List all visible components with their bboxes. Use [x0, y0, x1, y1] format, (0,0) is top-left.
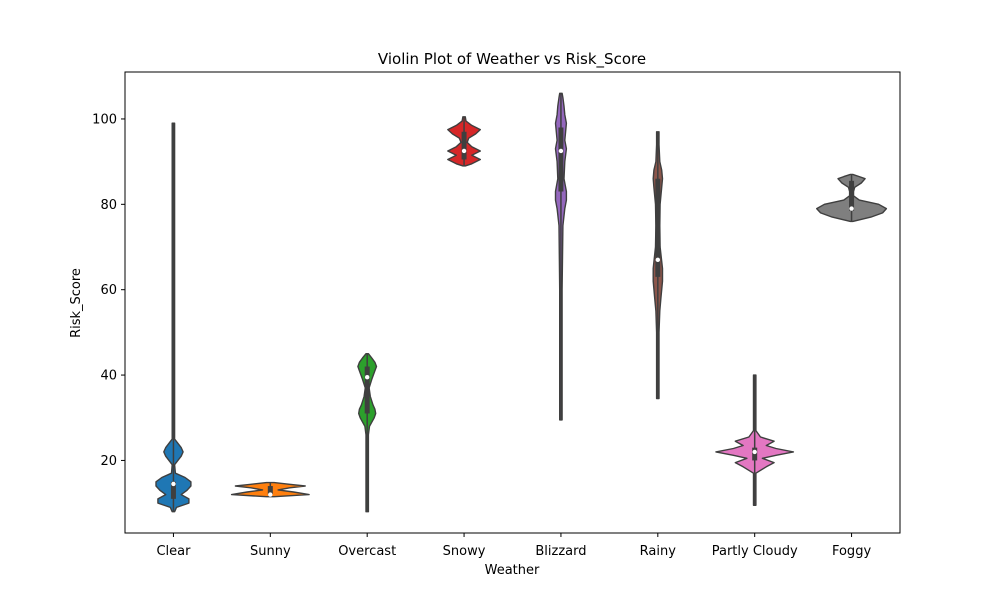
violin-median-point	[752, 449, 757, 455]
x-tick-label: Snowy	[443, 544, 486, 559]
violin-rainy	[652, 131, 664, 400]
violin-iqr-box	[267, 486, 273, 495]
violin-clear	[155, 122, 192, 513]
violins-layer	[155, 92, 888, 513]
violin-iqr-box	[364, 366, 370, 414]
violin-snowy	[447, 116, 481, 167]
violin-iqr-box	[849, 180, 855, 211]
y-axis: 20 40 60 80 100	[92, 112, 125, 469]
violin-iqr-box	[461, 131, 467, 160]
violin-iqr-box	[655, 178, 661, 277]
x-axis: Clear Sunny Overcast Snowy Blizzard Rainy Part…	[156, 533, 871, 559]
violin-partly-cloudy	[715, 374, 795, 506]
y-tick-label: 20	[100, 454, 117, 469]
violin-median-point	[461, 148, 467, 154]
violin-median-point	[268, 492, 273, 497]
violin-overcast	[357, 353, 378, 513]
y-tick-label: 60	[100, 283, 117, 298]
y-axis-label: Risk_Score	[69, 268, 84, 338]
y-tick-label: 100	[92, 112, 117, 127]
violin-median-point	[171, 481, 176, 487]
x-tick-label: Clear	[156, 544, 191, 559]
violin-median-point	[849, 206, 854, 211]
x-tick-label: Partly Cloudy	[712, 544, 798, 559]
violin-sunny	[230, 481, 310, 498]
x-tick-label: Sunny	[250, 544, 291, 559]
x-tick-label: Overcast	[338, 544, 396, 559]
violin-blizzard	[554, 92, 568, 421]
violin-median-point	[558, 148, 564, 154]
y-tick-label: 40	[100, 369, 117, 384]
chart-title: Violin Plot of Weather vs Risk_Score	[378, 50, 646, 69]
plot-area-frame	[124, 71, 901, 534]
violin-iqr-box	[170, 481, 176, 499]
y-tick-label: 80	[100, 198, 117, 213]
violin-foggy	[816, 173, 888, 223]
x-tick-label: Foggy	[832, 544, 871, 559]
violin-iqr-box	[558, 127, 564, 192]
x-tick-label: Rainy	[640, 544, 677, 559]
violin-median-point	[655, 257, 661, 263]
x-axis-label: Weather	[485, 563, 540, 578]
violin-median-point	[364, 374, 370, 380]
x-tick-label: Blizzard	[535, 544, 586, 559]
